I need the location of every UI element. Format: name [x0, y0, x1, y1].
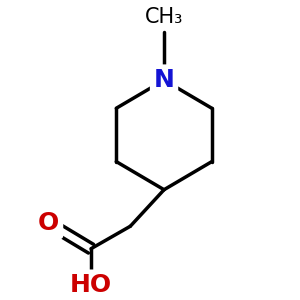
Text: CH₃: CH₃ [145, 7, 183, 27]
Text: O: O [38, 212, 59, 236]
Text: HO: HO [70, 273, 112, 297]
Text: N: N [154, 68, 175, 92]
